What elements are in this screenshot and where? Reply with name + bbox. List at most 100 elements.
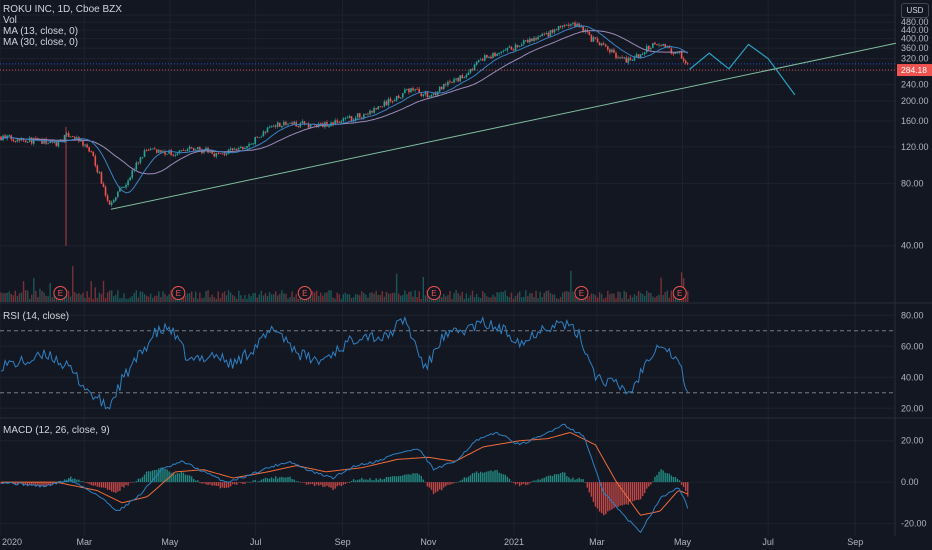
volume-bar bbox=[406, 294, 408, 302]
volume-bar bbox=[238, 290, 240, 302]
volume-bar bbox=[633, 294, 636, 302]
volume-bar bbox=[506, 296, 509, 302]
volume-bar bbox=[375, 290, 377, 302]
volume-bar bbox=[268, 292, 271, 302]
candle-body bbox=[471, 69, 474, 71]
candle-body bbox=[525, 40, 527, 42]
volume-bar bbox=[465, 293, 468, 302]
macd-histogram-bar bbox=[381, 479, 383, 483]
volume-bar bbox=[629, 295, 632, 302]
volume-bar bbox=[88, 297, 90, 302]
macd-histogram-bar bbox=[305, 482, 308, 485]
candle-body bbox=[383, 101, 386, 107]
earnings-marker-label: E bbox=[176, 289, 181, 298]
volume-bar bbox=[578, 298, 580, 302]
volume-bar bbox=[566, 291, 568, 302]
candle-body bbox=[686, 63, 689, 65]
candle-body bbox=[22, 139, 25, 141]
macd-histogram-bar bbox=[242, 482, 244, 484]
candle-body bbox=[539, 35, 541, 37]
candle-body bbox=[231, 148, 234, 150]
macd-histogram-bar bbox=[164, 468, 166, 483]
macd-histogram-bar bbox=[98, 482, 101, 488]
candle-body bbox=[541, 33, 543, 37]
candle-body bbox=[215, 153, 218, 157]
volume-bar bbox=[361, 291, 363, 302]
candle-body bbox=[660, 44, 662, 46]
candle-body bbox=[137, 162, 140, 164]
candle-body bbox=[33, 138, 35, 144]
candle-body bbox=[67, 133, 70, 137]
volume-bar bbox=[625, 292, 627, 302]
volume-bar bbox=[309, 295, 312, 302]
volume-bar bbox=[385, 291, 388, 302]
volume-bar bbox=[494, 296, 496, 302]
candle-body bbox=[363, 114, 365, 118]
macd-histogram-bar bbox=[588, 482, 591, 493]
candle-body bbox=[182, 150, 185, 151]
candle-body bbox=[45, 139, 47, 144]
macd-histogram-bar bbox=[352, 479, 355, 483]
earnings-marker: E bbox=[672, 286, 687, 300]
volume-bar bbox=[607, 290, 609, 302]
ma13-legend: MA (13, close, 0) bbox=[3, 26, 79, 37]
candle-body bbox=[440, 86, 443, 90]
volume-bar bbox=[164, 293, 166, 302]
volume-bar bbox=[641, 294, 644, 302]
candle-body bbox=[645, 46, 648, 53]
volume-bar bbox=[211, 294, 213, 302]
volume-bar bbox=[264, 293, 267, 302]
last-price-label: 284.18 bbox=[901, 65, 927, 75]
macd-histogram-bar bbox=[590, 482, 593, 497]
candle-body bbox=[410, 88, 412, 93]
macd-histogram-bar bbox=[104, 482, 107, 489]
volume-bar bbox=[160, 297, 162, 302]
volume-bar bbox=[490, 297, 492, 302]
candle-body bbox=[135, 162, 138, 170]
macd-histogram-bar bbox=[88, 482, 90, 485]
macd-histogram-bar bbox=[363, 479, 365, 483]
macd-histogram-bar bbox=[541, 478, 543, 483]
candle-body bbox=[131, 170, 133, 178]
volume-bar bbox=[80, 294, 82, 302]
candle-body bbox=[637, 54, 640, 59]
candle-body bbox=[297, 126, 300, 127]
macd-histogram-bar bbox=[90, 482, 92, 486]
macd-histogram-bar bbox=[492, 471, 494, 483]
volume-bar bbox=[168, 294, 170, 302]
macd-histogram-bar bbox=[137, 478, 140, 483]
macd-histogram-bar bbox=[389, 476, 392, 483]
candle-body bbox=[621, 57, 623, 59]
volume-bar bbox=[145, 295, 148, 302]
candle-body bbox=[88, 147, 90, 152]
candle-body bbox=[457, 77, 459, 82]
earnings-marker: E bbox=[297, 286, 312, 300]
candle-body bbox=[535, 38, 537, 40]
volume-bar bbox=[318, 296, 320, 302]
volume-bar bbox=[39, 288, 41, 302]
macd-histogram-bar bbox=[260, 479, 263, 483]
volume-bar bbox=[443, 293, 445, 302]
macd-histogram-bar bbox=[531, 481, 533, 483]
volume-bar bbox=[439, 296, 441, 302]
volume-bar bbox=[45, 295, 47, 302]
macd-histogram-bar bbox=[512, 482, 515, 484]
macd-histogram-bar bbox=[432, 482, 435, 495]
volume-bar bbox=[672, 293, 675, 302]
macd-histogram-bar bbox=[650, 482, 652, 485]
candle-body bbox=[301, 121, 304, 123]
volume-bar bbox=[277, 295, 279, 302]
currency-button[interactable]: USD bbox=[901, 3, 929, 18]
volume-bar bbox=[598, 292, 601, 302]
macd-histogram-bar bbox=[682, 482, 685, 487]
macd-histogram-bar bbox=[471, 473, 474, 483]
candle-body bbox=[623, 57, 625, 59]
volume-bar bbox=[281, 290, 283, 302]
macd-histogram-bar bbox=[486, 471, 488, 483]
macd-histogram-bar bbox=[559, 472, 562, 483]
volume-bar bbox=[414, 290, 416, 302]
macd-histogram-bar bbox=[400, 475, 402, 483]
volume-bar bbox=[197, 298, 199, 302]
volume-bar bbox=[86, 291, 88, 302]
